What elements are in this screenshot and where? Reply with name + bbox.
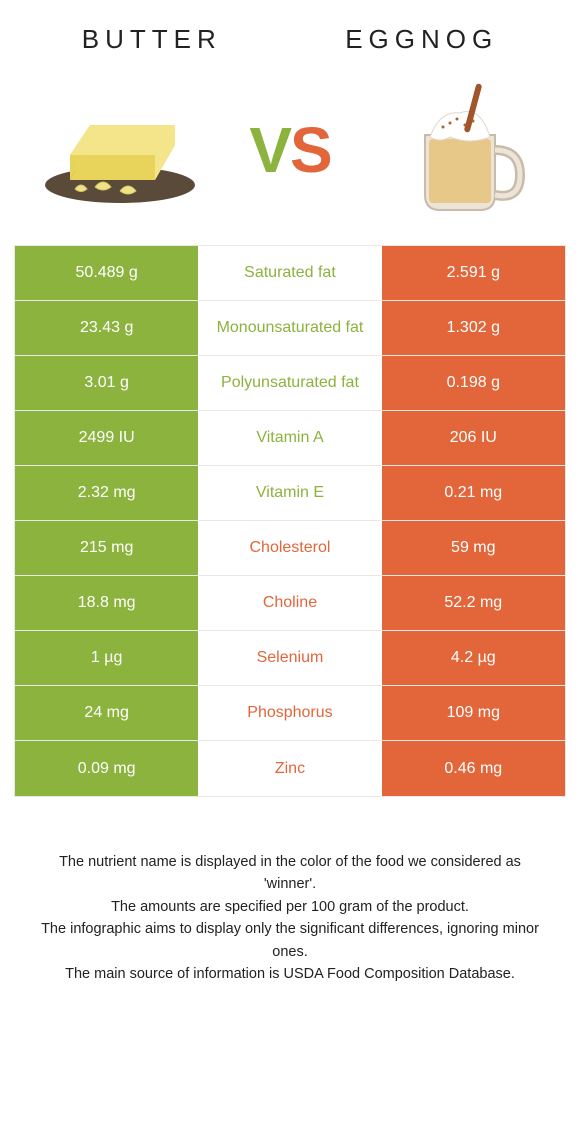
table-row: 0.09 mgZinc0.46 mg [15, 741, 565, 796]
nutrient-label: Polyunsaturated fat [198, 356, 381, 410]
table-row: 1 µgSelenium4.2 µg [15, 631, 565, 686]
comparison-table: 50.489 gSaturated fat2.591 g23.43 gMonou… [14, 245, 566, 797]
nutrient-label: Zinc [198, 741, 381, 796]
vs-v: V [249, 113, 290, 187]
left-value: 215 mg [15, 521, 198, 575]
right-value: 4.2 µg [382, 631, 565, 685]
vs-s: S [290, 113, 331, 187]
left-value: 18.8 mg [15, 576, 198, 630]
food-title-right: Eggnog [345, 24, 498, 55]
table-row: 215 mgCholesterol59 mg [15, 521, 565, 576]
right-value: 0.198 g [382, 356, 565, 410]
left-value: 3.01 g [15, 356, 198, 410]
nutrient-label: Cholesterol [198, 521, 381, 575]
right-value: 59 mg [382, 521, 565, 575]
vs-label: VS [249, 113, 330, 187]
right-value: 1.302 g [382, 301, 565, 355]
right-value: 0.21 mg [382, 466, 565, 520]
table-row: 50.489 gSaturated fat2.591 g [15, 246, 565, 301]
image-row: VS [0, 65, 580, 245]
nutrient-label: Phosphorus [198, 686, 381, 740]
table-row: 18.8 mgCholine52.2 mg [15, 576, 565, 631]
table-row: 2.32 mgVitamin E0.21 mg [15, 466, 565, 521]
footnote-line: The infographic aims to display only the… [34, 918, 546, 963]
left-value: 0.09 mg [15, 741, 198, 796]
footnote-line: The amounts are specified per 100 gram o… [34, 896, 546, 918]
footnote-line: The nutrient name is displayed in the co… [34, 851, 546, 896]
left-value: 24 mg [15, 686, 198, 740]
table-row: 23.43 gMonounsaturated fat1.302 g [15, 301, 565, 356]
food-title-left: Butter [82, 24, 222, 55]
left-value: 2.32 mg [15, 466, 198, 520]
butter-image [30, 75, 210, 225]
header: Butter Eggnog [0, 0, 580, 65]
nutrient-label: Vitamin A [198, 411, 381, 465]
left-value: 23.43 g [15, 301, 198, 355]
left-value: 2499 IU [15, 411, 198, 465]
nutrient-label: Selenium [198, 631, 381, 685]
footnotes: The nutrient name is displayed in the co… [0, 797, 580, 1006]
left-value: 1 µg [15, 631, 198, 685]
right-value: 206 IU [382, 411, 565, 465]
table-row: 2499 IUVitamin A206 IU [15, 411, 565, 466]
nutrient-label: Monounsaturated fat [198, 301, 381, 355]
eggnog-image [370, 75, 550, 225]
right-value: 0.46 mg [382, 741, 565, 796]
right-value: 52.2 mg [382, 576, 565, 630]
nutrient-label: Choline [198, 576, 381, 630]
footnote-line: The main source of information is USDA F… [34, 963, 546, 985]
nutrient-label: Vitamin E [198, 466, 381, 520]
table-row: 24 mgPhosphorus109 mg [15, 686, 565, 741]
right-value: 109 mg [382, 686, 565, 740]
table-row: 3.01 gPolyunsaturated fat0.198 g [15, 356, 565, 411]
left-value: 50.489 g [15, 246, 198, 300]
right-value: 2.591 g [382, 246, 565, 300]
nutrient-label: Saturated fat [198, 246, 381, 300]
